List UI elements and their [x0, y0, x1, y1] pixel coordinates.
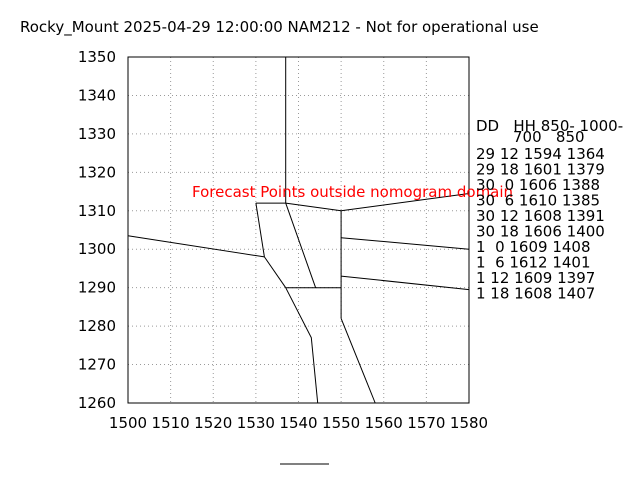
nomogram-line-12: [340, 318, 376, 404]
y-tick-label-7: 1330: [78, 125, 116, 143]
y-axis-ticks: 1260 1270 1280 1290 1300 1310 1320 1330 1340 1350: [78, 48, 116, 412]
x-tick-label-7: 1570: [407, 414, 445, 432]
annotation-outside-domain: Forecast Points outside nomogram domain: [192, 183, 513, 201]
x-tick-label-8: 1580: [450, 414, 488, 432]
y-tick-label-4: 1300: [78, 240, 116, 258]
nomogram-line-5: [263, 256, 287, 288]
table-row-4: 30 12 1608 1391: [476, 207, 605, 225]
table-row-0: 29 12 1594 1364: [476, 145, 605, 163]
y-tick-label-9: 1350: [78, 48, 116, 66]
forecast-table: DD HH 850- 1000- 700 850 29 12 1594 1364…: [476, 117, 623, 303]
plot-frame: [127, 56, 470, 404]
table-row-3: 30 6 1610 1385: [476, 192, 600, 210]
y-tick-label-5: 1310: [78, 202, 116, 220]
table-row-1: 29 18 1601 1379: [476, 161, 605, 179]
y-tick-label-1: 1270: [78, 356, 116, 374]
nomogram-line-3: [255, 203, 265, 257]
table-row-2: 30 0 1606 1388: [476, 176, 600, 194]
table-row-5: 30 18 1606 1400: [476, 223, 605, 241]
x-axis-ticks: 1500 1510 1520 1530 1540 1550 1560 1570 1580: [109, 414, 488, 432]
x-tick-label-0: 1500: [109, 414, 147, 432]
x-tick-label-6: 1560: [365, 414, 403, 432]
nomogram-line-6: [285, 202, 317, 288]
table-header-line1: DD HH 850- 1000-: [476, 117, 623, 135]
nomogram-lines: [127, 57, 470, 404]
x-tick-label-1: 1510: [152, 414, 190, 432]
x-tick-label-4: 1540: [279, 414, 317, 432]
chart-title: Rocky_Mount 2025-04-29 12:00:00 NAM212 -…: [20, 18, 539, 37]
table-header-line2: 700 850: [513, 128, 585, 146]
grid-lines: [128, 57, 469, 403]
nomogram-line-10: [341, 275, 470, 291]
table-row-9: 1 18 1608 1407: [476, 285, 595, 303]
y-tick-label-8: 1340: [78, 86, 116, 104]
table-row-6: 1 0 1609 1408: [476, 238, 591, 256]
nomogram-line-4: [127, 235, 265, 258]
y-tick-label-0: 1260: [78, 394, 116, 412]
y-tick-label-3: 1290: [78, 279, 116, 297]
x-tick-label-5: 1550: [322, 414, 360, 432]
nomogram-line-9: [341, 237, 470, 250]
y-tick-label-6: 1320: [78, 163, 116, 181]
table-row-7: 1 6 1612 1401: [476, 254, 591, 272]
y-tick-label-2: 1280: [78, 317, 116, 335]
nomogram-line-11: [285, 287, 319, 404]
table-row-8: 1 12 1609 1397: [476, 269, 595, 287]
x-tick-label-3: 1530: [237, 414, 275, 432]
x-tick-label-2: 1520: [194, 414, 232, 432]
